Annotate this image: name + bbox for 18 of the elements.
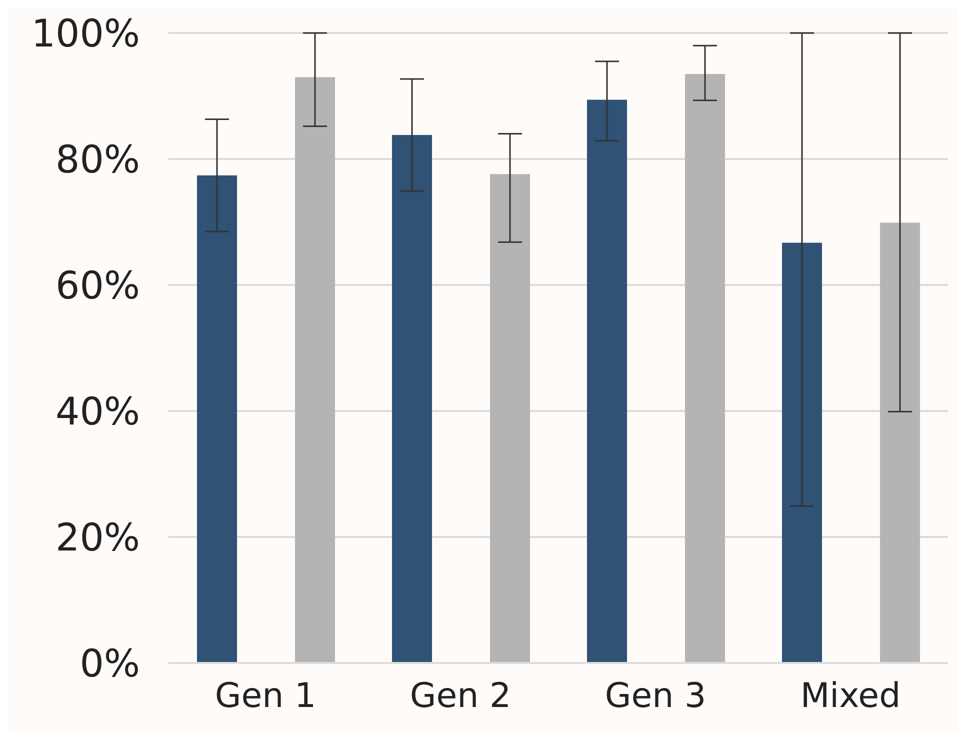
bar xyxy=(587,100,627,663)
y-tick-label: 100% xyxy=(31,11,140,56)
x-tick-label: Gen 1 xyxy=(214,676,316,716)
bar xyxy=(295,77,335,663)
bar xyxy=(392,135,432,663)
x-tick-label: Gen 2 xyxy=(410,676,512,716)
y-tick-label: 40% xyxy=(56,389,140,434)
bar xyxy=(685,74,725,663)
x-tick-label: Gen 3 xyxy=(604,676,706,716)
y-tick-label: 0% xyxy=(80,641,140,686)
bar xyxy=(782,242,822,663)
x-tick-label: Mixed xyxy=(800,676,901,716)
y-tick-label: 60% xyxy=(56,263,140,308)
bar xyxy=(197,175,237,663)
y-tick-label: 20% xyxy=(56,515,140,560)
bar xyxy=(880,222,920,663)
y-tick-label: 80% xyxy=(56,137,140,182)
bar xyxy=(490,174,530,663)
